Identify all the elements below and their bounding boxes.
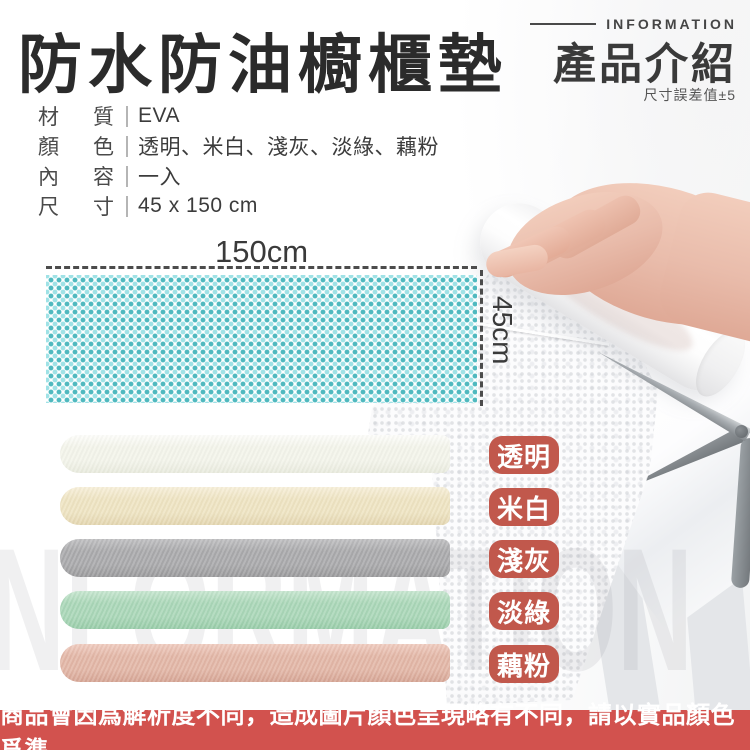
spec-label: 內容 bbox=[38, 161, 114, 191]
color-badge: 淡綠 bbox=[489, 592, 559, 630]
eyebrow-line bbox=[530, 23, 597, 25]
roll-swatch-gray bbox=[60, 539, 450, 577]
spec-row-color: 顏色 透明、米白、淺灰、淡綠、藕粉 bbox=[38, 131, 439, 161]
notice-text: 商品會因爲解析度不同，造成圖片顏色呈現略有不同，請以實品顏色爲準 bbox=[0, 702, 735, 750]
notice-banner: 商品會因爲解析度不同，造成圖片顏色呈現略有不同，請以實品顏色爲準 bbox=[0, 702, 750, 750]
dotted-mat-swatch bbox=[46, 275, 477, 403]
spec-label-char: 寸 bbox=[93, 196, 114, 219]
height-label: 45cm bbox=[487, 296, 518, 365]
spec-label: 顏色 bbox=[38, 131, 114, 161]
spec-label-char: 質 bbox=[93, 106, 114, 129]
color-badge: 透明 bbox=[489, 436, 559, 474]
spec-value: 透明、米白、淺灰、淡綠、藕粉 bbox=[138, 136, 439, 159]
color-badge: 淺灰 bbox=[489, 540, 559, 578]
spec-divider bbox=[126, 105, 128, 127]
spec-label-char: 內 bbox=[38, 166, 59, 189]
scissors-pivot-icon bbox=[735, 425, 748, 438]
spec-divider bbox=[126, 195, 128, 217]
roll-swatch-offwhite bbox=[60, 487, 450, 525]
spec-row-size: 尺寸 45 x 150 cm bbox=[38, 191, 439, 221]
spec-label: 尺寸 bbox=[38, 191, 114, 221]
roll-swatch-green bbox=[60, 591, 450, 629]
spec-label-char: 尺 bbox=[38, 196, 59, 219]
section-title: 產品介紹 bbox=[553, 41, 737, 89]
section-eyebrow: INFORMATION bbox=[530, 16, 737, 32]
spec-divider bbox=[126, 135, 128, 157]
spec-label-char: 容 bbox=[93, 166, 114, 189]
width-dashed-line bbox=[46, 266, 477, 269]
roll-swatch-pink bbox=[60, 644, 450, 682]
eyebrow-label: INFORMATION bbox=[606, 16, 737, 32]
page-title: 防水防油櫥櫃墊 bbox=[18, 29, 508, 101]
spec-value: 45 x 150 cm bbox=[138, 194, 258, 217]
spec-row-content: 內容 一入 bbox=[38, 161, 439, 191]
width-label: 150cm bbox=[214, 234, 309, 269]
spec-row-material: 材質 EVA bbox=[38, 101, 439, 131]
spec-label: 材質 bbox=[38, 101, 114, 131]
spec-divider bbox=[126, 165, 128, 187]
spec-label-char: 材 bbox=[38, 106, 59, 129]
roll-swatch-transparent bbox=[60, 435, 450, 473]
spec-label-char: 色 bbox=[93, 136, 114, 159]
spec-label-char: 顏 bbox=[38, 136, 59, 159]
height-dashed-line bbox=[480, 270, 483, 406]
spec-list: 材質 EVA 顏色 透明、米白、淺灰、淡綠、藕粉 內容 一入 尺寸 45 x 1… bbox=[38, 101, 439, 221]
color-badge: 米白 bbox=[489, 488, 559, 526]
spec-value: 一入 bbox=[138, 166, 181, 189]
tolerance-note: 尺寸誤差值±5 bbox=[643, 87, 736, 103]
spec-value: EVA bbox=[138, 104, 180, 127]
color-badge: 藕粉 bbox=[489, 645, 559, 683]
